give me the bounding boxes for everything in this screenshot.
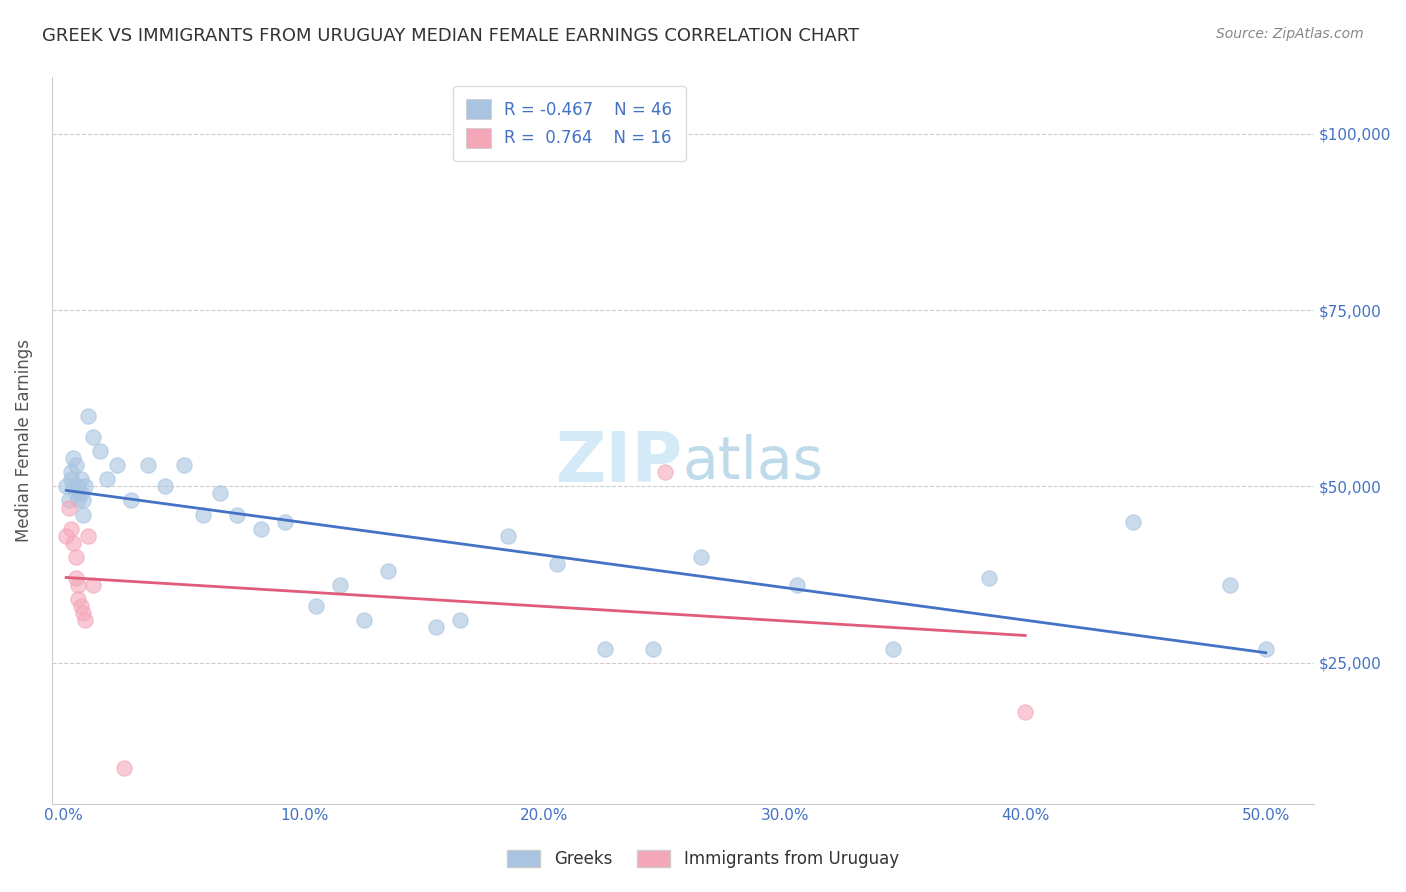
Point	[65, 486, 87, 500]
Point	[173, 458, 195, 473]
Point	[425, 620, 447, 634]
Point	[546, 557, 568, 571]
Point	[59, 522, 82, 536]
Point	[654, 465, 676, 479]
Point	[62, 451, 84, 466]
Point	[58, 500, 80, 515]
Point	[120, 493, 142, 508]
Text: atlas: atlas	[683, 434, 824, 491]
Point	[882, 641, 904, 656]
Point	[208, 486, 231, 500]
Point	[593, 641, 616, 656]
Legend: Greeks, Immigrants from Uruguay: Greeks, Immigrants from Uruguay	[501, 843, 905, 875]
Point	[979, 571, 1001, 585]
Point	[112, 761, 135, 775]
Point	[1254, 641, 1277, 656]
Point	[377, 564, 399, 578]
Point	[305, 599, 328, 614]
Point	[67, 493, 90, 508]
Point	[62, 535, 84, 549]
Point	[641, 641, 664, 656]
Point	[498, 529, 520, 543]
Point	[55, 479, 77, 493]
Point	[76, 409, 98, 423]
Point	[67, 592, 90, 607]
Point	[67, 479, 90, 493]
Text: Source: ZipAtlas.com: Source: ZipAtlas.com	[1216, 27, 1364, 41]
Point	[75, 613, 97, 627]
Point	[274, 515, 297, 529]
Point	[105, 458, 128, 473]
Legend: R = -0.467    N = 46, R =  0.764    N = 16: R = -0.467 N = 46, R = 0.764 N = 16	[453, 86, 686, 161]
Point	[72, 607, 94, 621]
Point	[136, 458, 159, 473]
Point	[689, 549, 711, 564]
Y-axis label: Median Female Earnings: Median Female Earnings	[15, 339, 32, 542]
Point	[82, 430, 104, 444]
Point	[353, 613, 375, 627]
Point	[72, 493, 94, 508]
Point	[250, 522, 273, 536]
Point	[1122, 515, 1144, 529]
Point	[193, 508, 215, 522]
Point	[65, 571, 87, 585]
Point	[76, 529, 98, 543]
Point	[1219, 578, 1241, 592]
Point	[89, 444, 111, 458]
Point	[96, 472, 118, 486]
Point	[69, 599, 91, 614]
Point	[59, 472, 82, 486]
Point	[58, 493, 80, 508]
Point	[329, 578, 352, 592]
Point	[65, 458, 87, 473]
Point	[62, 479, 84, 493]
Text: ZIP: ZIP	[555, 429, 683, 496]
Point	[69, 486, 91, 500]
Point	[59, 465, 82, 479]
Point	[67, 578, 90, 592]
Point	[55, 529, 77, 543]
Point	[225, 508, 247, 522]
Point	[72, 508, 94, 522]
Point	[449, 613, 471, 627]
Point	[65, 549, 87, 564]
Point	[75, 479, 97, 493]
Point	[786, 578, 808, 592]
Point	[82, 578, 104, 592]
Point	[153, 479, 176, 493]
Text: GREEK VS IMMIGRANTS FROM URUGUAY MEDIAN FEMALE EARNINGS CORRELATION CHART: GREEK VS IMMIGRANTS FROM URUGUAY MEDIAN …	[42, 27, 859, 45]
Point	[1014, 705, 1036, 719]
Point	[69, 472, 91, 486]
